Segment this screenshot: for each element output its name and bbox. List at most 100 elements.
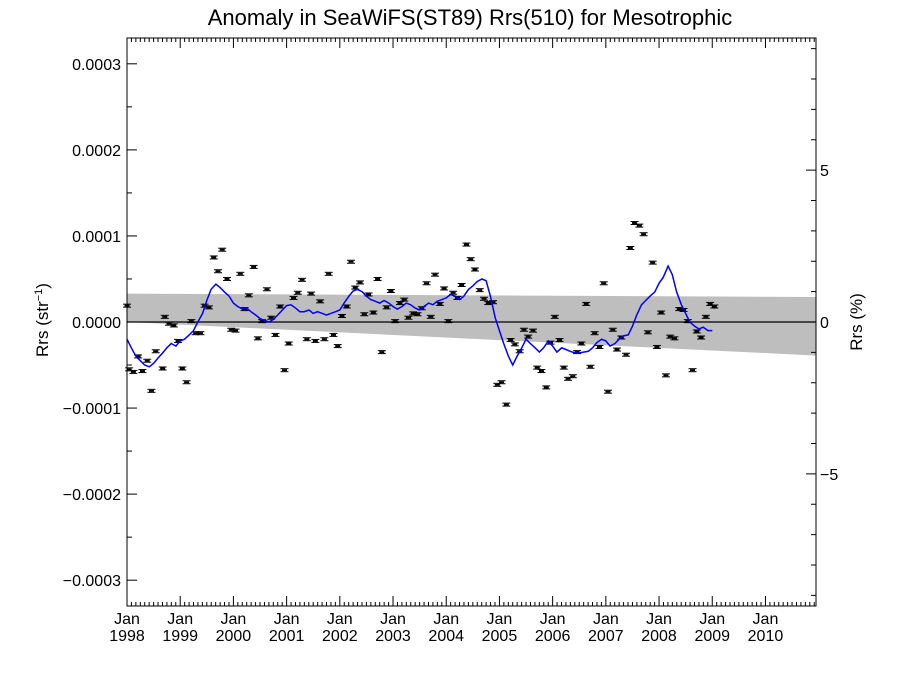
data-point bbox=[178, 366, 187, 371]
data-point-marker bbox=[130, 370, 136, 373]
data-point-marker bbox=[144, 359, 150, 362]
data-point-marker bbox=[397, 302, 403, 305]
data-point-marker bbox=[459, 283, 465, 286]
data-point-marker bbox=[139, 370, 145, 373]
data-point-marker bbox=[317, 300, 323, 303]
x-tick-year: 2010 bbox=[748, 628, 784, 645]
chart-title: Anomaly in SeaWiFS(ST89) Rrs(510) for Me… bbox=[208, 5, 733, 30]
y-axis-label: Rrs (str−1) bbox=[33, 283, 52, 357]
x-tick-year: 2009 bbox=[694, 628, 730, 645]
data-point bbox=[284, 341, 293, 346]
y2-tick-label: 0 bbox=[820, 315, 829, 332]
data-point bbox=[391, 319, 400, 324]
x-tick-year: 2007 bbox=[588, 628, 624, 645]
x-tick-year: 2000 bbox=[216, 628, 252, 645]
data-point bbox=[590, 331, 599, 336]
data-point-marker bbox=[561, 366, 567, 369]
data-point bbox=[196, 331, 205, 336]
data-point bbox=[360, 312, 369, 317]
data-point-marker bbox=[366, 293, 372, 296]
data-point bbox=[489, 300, 498, 305]
data-point bbox=[413, 312, 422, 317]
data-point-marker bbox=[384, 306, 390, 309]
data-point bbox=[542, 385, 551, 390]
data-point-marker bbox=[188, 320, 194, 323]
data-point bbox=[652, 344, 661, 349]
data-point bbox=[444, 319, 453, 324]
data-point bbox=[613, 347, 622, 352]
data-point bbox=[187, 319, 196, 324]
data-point bbox=[710, 304, 719, 309]
data-point-marker bbox=[485, 302, 491, 305]
data-point-marker bbox=[237, 272, 243, 275]
x-tick-month: Jan bbox=[327, 611, 353, 628]
data-point bbox=[369, 310, 378, 315]
data-point bbox=[599, 281, 608, 286]
data-point bbox=[697, 335, 706, 340]
data-point-marker bbox=[255, 337, 261, 340]
data-point bbox=[648, 260, 657, 265]
data-point bbox=[342, 304, 351, 309]
data-point bbox=[262, 287, 271, 292]
data-point bbox=[249, 264, 258, 269]
x-tick-month: Jan bbox=[699, 611, 725, 628]
data-point-marker bbox=[330, 333, 336, 336]
data-point-marker bbox=[228, 328, 234, 331]
data-point bbox=[524, 334, 533, 339]
data-point-marker bbox=[291, 296, 297, 299]
data-point-marker bbox=[286, 342, 292, 345]
data-point bbox=[253, 336, 262, 341]
y-axis-label-exponent: −1 bbox=[33, 289, 45, 302]
data-point bbox=[302, 337, 311, 342]
data-point bbox=[462, 242, 471, 247]
data-point bbox=[497, 380, 506, 385]
data-point bbox=[351, 285, 360, 290]
data-point-marker bbox=[534, 366, 540, 369]
data-point-marker bbox=[148, 389, 154, 392]
y-tick-label: 0.0001 bbox=[72, 229, 121, 246]
data-point bbox=[635, 223, 644, 228]
data-point-marker bbox=[685, 320, 691, 323]
data-point-marker bbox=[224, 277, 230, 280]
data-point bbox=[426, 314, 435, 319]
data-point bbox=[670, 336, 679, 341]
data-point bbox=[346, 259, 355, 264]
data-point-marker bbox=[219, 248, 225, 251]
x-tick-year: 2005 bbox=[482, 628, 518, 645]
data-point-marker bbox=[370, 311, 376, 314]
data-point-marker bbox=[215, 270, 221, 273]
data-point-marker bbox=[184, 381, 190, 384]
data-point-marker bbox=[361, 313, 367, 316]
data-point-marker bbox=[335, 345, 341, 348]
data-point-marker bbox=[707, 302, 713, 305]
data-point-marker bbox=[667, 335, 673, 338]
data-point bbox=[701, 314, 710, 319]
data-point bbox=[639, 232, 648, 237]
data-point-marker bbox=[162, 315, 168, 318]
data-point bbox=[298, 277, 307, 282]
data-point-marker bbox=[352, 286, 358, 289]
data-point bbox=[480, 296, 489, 301]
data-point-marker bbox=[450, 291, 456, 294]
data-point-marker bbox=[463, 243, 469, 246]
data-point bbox=[316, 299, 325, 304]
data-point-marker bbox=[694, 330, 700, 333]
data-point bbox=[422, 281, 431, 286]
data-point bbox=[138, 369, 147, 374]
y2-axis-label: Rrs (%) bbox=[847, 293, 866, 351]
data-point bbox=[533, 365, 542, 370]
data-point-marker bbox=[344, 305, 350, 308]
data-point-marker bbox=[703, 315, 709, 318]
data-point bbox=[502, 402, 511, 407]
data-point-marker bbox=[268, 316, 274, 319]
data-point-marker bbox=[711, 305, 717, 308]
x-tick-year: 2003 bbox=[375, 628, 411, 645]
data-point bbox=[147, 388, 156, 393]
data-point-marker bbox=[627, 246, 633, 249]
data-point-marker bbox=[481, 297, 487, 300]
data-point-marker bbox=[414, 313, 420, 316]
data-point-marker bbox=[259, 320, 265, 323]
data-point bbox=[276, 304, 285, 309]
data-point bbox=[537, 369, 546, 374]
data-point bbox=[688, 368, 697, 373]
